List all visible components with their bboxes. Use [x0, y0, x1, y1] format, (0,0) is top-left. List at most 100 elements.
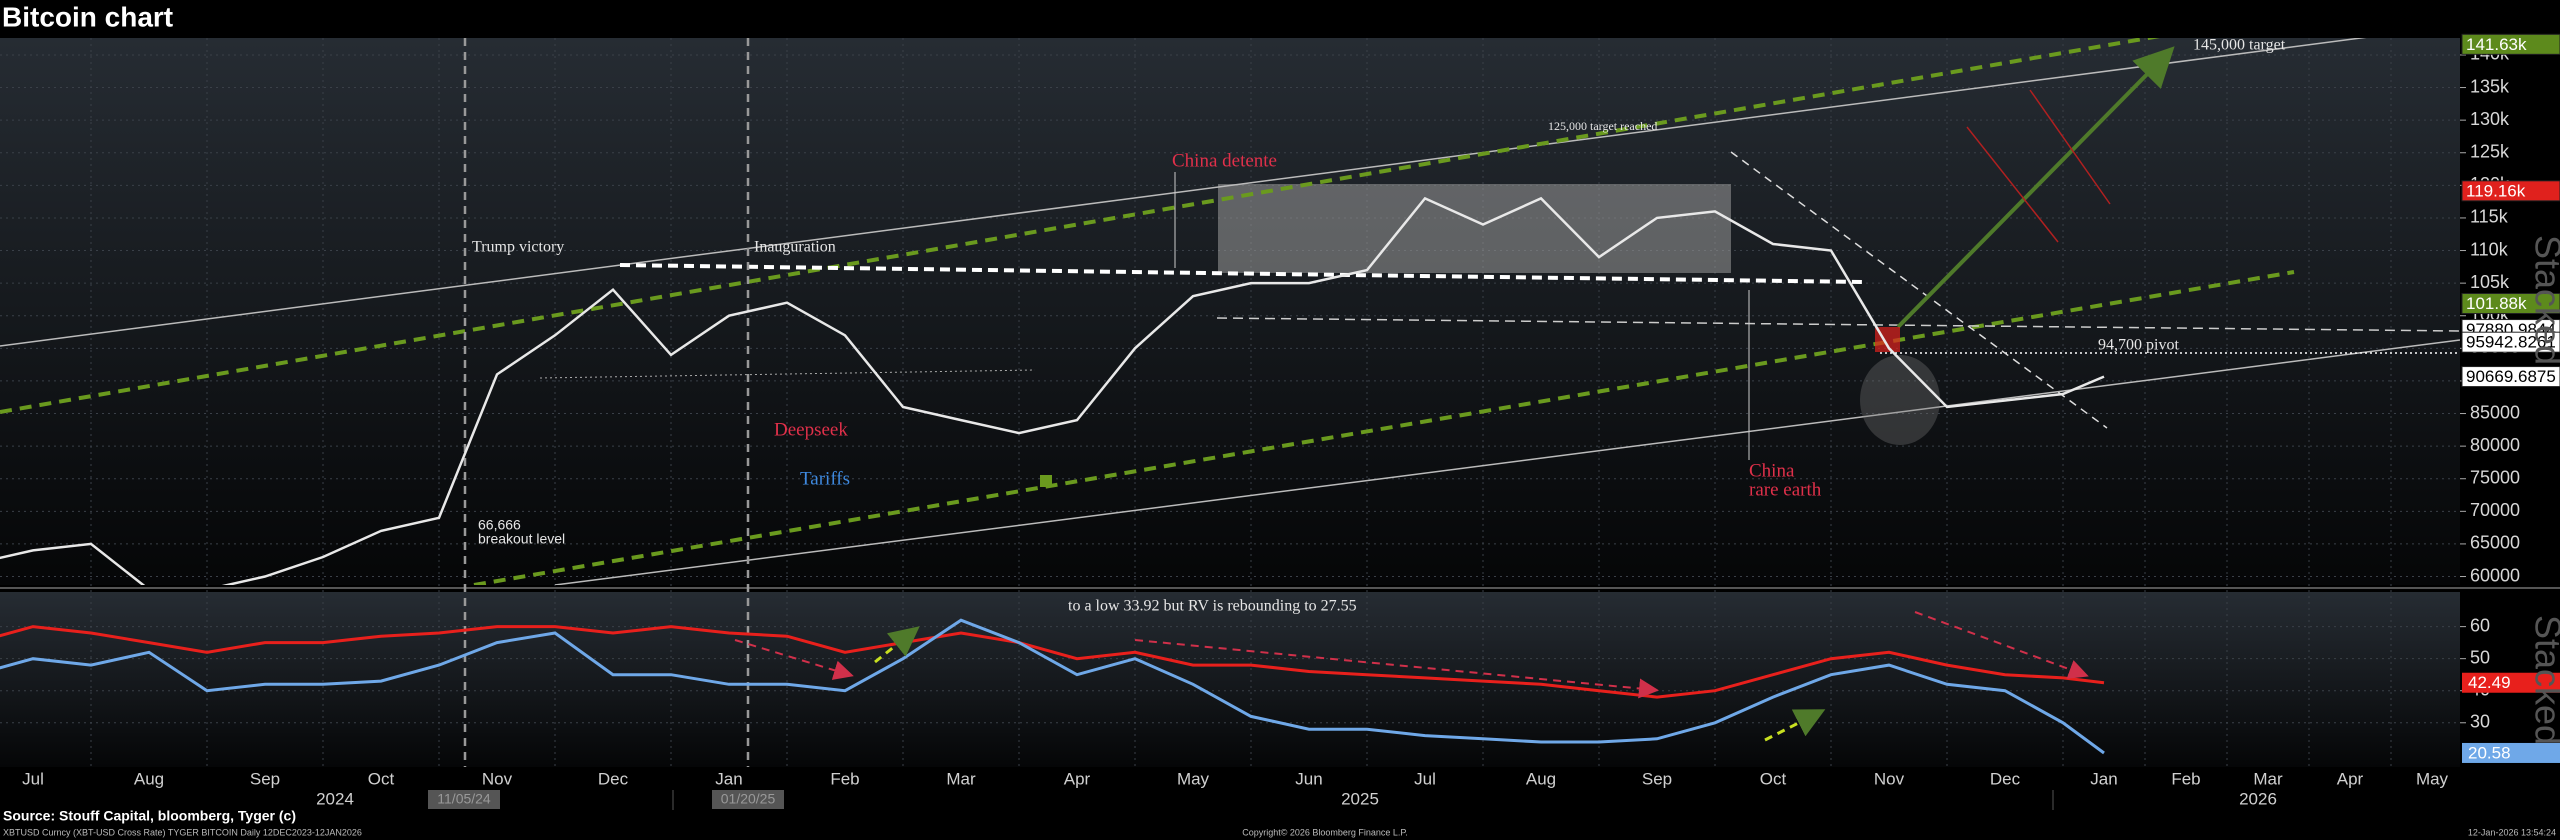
vol-panel: [0, 592, 2460, 767]
x-tick-label: Nov: [482, 769, 513, 788]
watermark: Stacked: [2527, 235, 2560, 365]
vol-arrow: [1764, 709, 1826, 742]
x-tick-label: Sep: [250, 769, 280, 788]
vol-arrow: [1134, 639, 1659, 699]
low-marker: [1040, 475, 1052, 487]
red-line: [1966, 126, 2059, 243]
value-tag: [2462, 742, 2560, 763]
date-marker-box: [712, 790, 784, 809]
annotation: China: [1749, 460, 1795, 481]
series-line: [0, 618, 2105, 755]
price-tag: [2461, 366, 2560, 388]
x-tick-label: May: [1177, 769, 1210, 788]
x-tick-label: Feb: [2171, 769, 2200, 788]
price-tag-label: 119.16k: [2466, 181, 2526, 200]
y-tick-label: 130k: [2470, 109, 2510, 129]
value-tag-label: 42.49: [2468, 673, 2511, 692]
date-marker: 01/20/25: [721, 791, 776, 807]
channel-line: [554, 339, 2460, 585]
price-panel: [0, 38, 2460, 585]
value-tag-label: 20.58: [2468, 743, 2511, 762]
price-tag: [2461, 33, 2560, 55]
bottom-highlight: [1860, 355, 1940, 445]
x-tick-label: Apr: [2337, 769, 2364, 788]
page-title: Bitcoin chart: [2, 1, 173, 32]
source: Source: Stouff Capital, bloomberg, Tyger…: [3, 808, 296, 824]
series-line: [0, 196, 2105, 585]
year-label: 2026: [2239, 789, 2277, 808]
vol-arrow: [734, 639, 854, 680]
annotation: 125,000 target reached: [1548, 119, 1657, 133]
date-marker: 11/05/24: [437, 791, 491, 807]
red-line: [2029, 89, 2111, 205]
value-tag: [2462, 672, 2560, 693]
x-tick-label: May: [2416, 769, 2449, 788]
y-tick-label: 80000: [2470, 435, 2520, 455]
series-line: [0, 625, 2105, 699]
x-tick-label: Jan: [2090, 769, 2117, 788]
y-tick-label: 30: [2470, 712, 2490, 732]
vol-arrow: [1914, 611, 2089, 679]
watermark: Stacked: [2527, 615, 2560, 745]
x-tick-label: Jan: [715, 769, 742, 788]
annotation: 145,000 target: [2193, 37, 2286, 54]
annotation: Tariffs: [800, 468, 850, 489]
price-tag-label: 141.63k: [2466, 35, 2527, 54]
x-tick-label: Apr: [1064, 769, 1091, 788]
price-tag-label: 90669.6875: [2466, 367, 2556, 386]
drawings: [0, 38, 2460, 585]
copyright: Copyright© 2026 Bloomberg Finance L.P.: [1242, 827, 1408, 837]
annotation: to a low 33.92 but RV is rebounding to 2…: [1068, 598, 1357, 615]
annotation: Deepseek: [774, 419, 848, 440]
x-tick-label: Dec: [598, 769, 629, 788]
x-tick-label: Aug: [1526, 769, 1556, 788]
y-tick-label: 50: [2470, 647, 2490, 667]
year-label: 2025: [1341, 789, 1379, 808]
y-tick-label: 60000: [2470, 565, 2520, 585]
y-tick-label: 105k: [2470, 272, 2510, 292]
annotation: Trump victory: [472, 239, 564, 256]
price-tag-label: 101.88k: [2466, 294, 2527, 313]
trend-line: [473, 270, 2295, 585]
data: 141.63k119.16k101.88k97880.984495942.826…: [0, 33, 2560, 763]
annotation: 94,700 pivot: [2098, 337, 2179, 354]
x-tick-label: Jul: [22, 769, 44, 788]
channel-line: [0, 38, 2367, 347]
x-tick-label: Oct: [1760, 769, 1787, 788]
x-tick-label: Feb: [830, 769, 859, 788]
x-tick-label: Dec: [1990, 769, 2021, 788]
annotation: rare earth: [1749, 479, 1822, 500]
price-tag-label: 95942.8261: [2466, 333, 2556, 352]
y-tick-label: 70000: [2470, 500, 2520, 520]
price-tag: [2461, 180, 2560, 202]
x-tick-label: Mar: [2253, 769, 2283, 788]
range-box: [1218, 184, 1731, 273]
y-tick-label: 65000: [2470, 533, 2520, 553]
x-tick-label: Sep: [1642, 769, 1672, 788]
y-tick-label: 60: [2470, 615, 2490, 635]
x-tick-label: Nov: [1874, 769, 1905, 788]
ticker: XBTUSD Curncy (XBT-USD Cross Rate) TYGER…: [3, 827, 362, 837]
y-tick-label: 135k: [2470, 76, 2510, 96]
x-tick-label: Mar: [946, 769, 976, 788]
y-tick-label: 110k: [2470, 239, 2509, 259]
vol-drawings: [734, 611, 2089, 742]
x-tick-label: Oct: [368, 769, 395, 788]
trend-line: [0, 38, 2161, 414]
price-tag: [2461, 292, 2560, 314]
y-tick-label: 125k: [2470, 141, 2510, 161]
annotation: breakout level: [478, 531, 565, 547]
x-tick-label: Jun: [1295, 769, 1322, 788]
x-tick-label: Jul: [1414, 769, 1436, 788]
annotation: Inauguration: [754, 239, 836, 256]
y-tick-label: 115k: [2470, 207, 2509, 227]
year-label: 2024: [316, 789, 354, 808]
y-tick-label: 75000: [2470, 467, 2520, 487]
down-trend: [1730, 151, 2108, 429]
target-arrow: [1896, 46, 2175, 329]
price-tag: [2461, 331, 2560, 353]
y-tick-label: 85000: [2470, 402, 2520, 422]
header-bar: [0, 0, 2560, 38]
